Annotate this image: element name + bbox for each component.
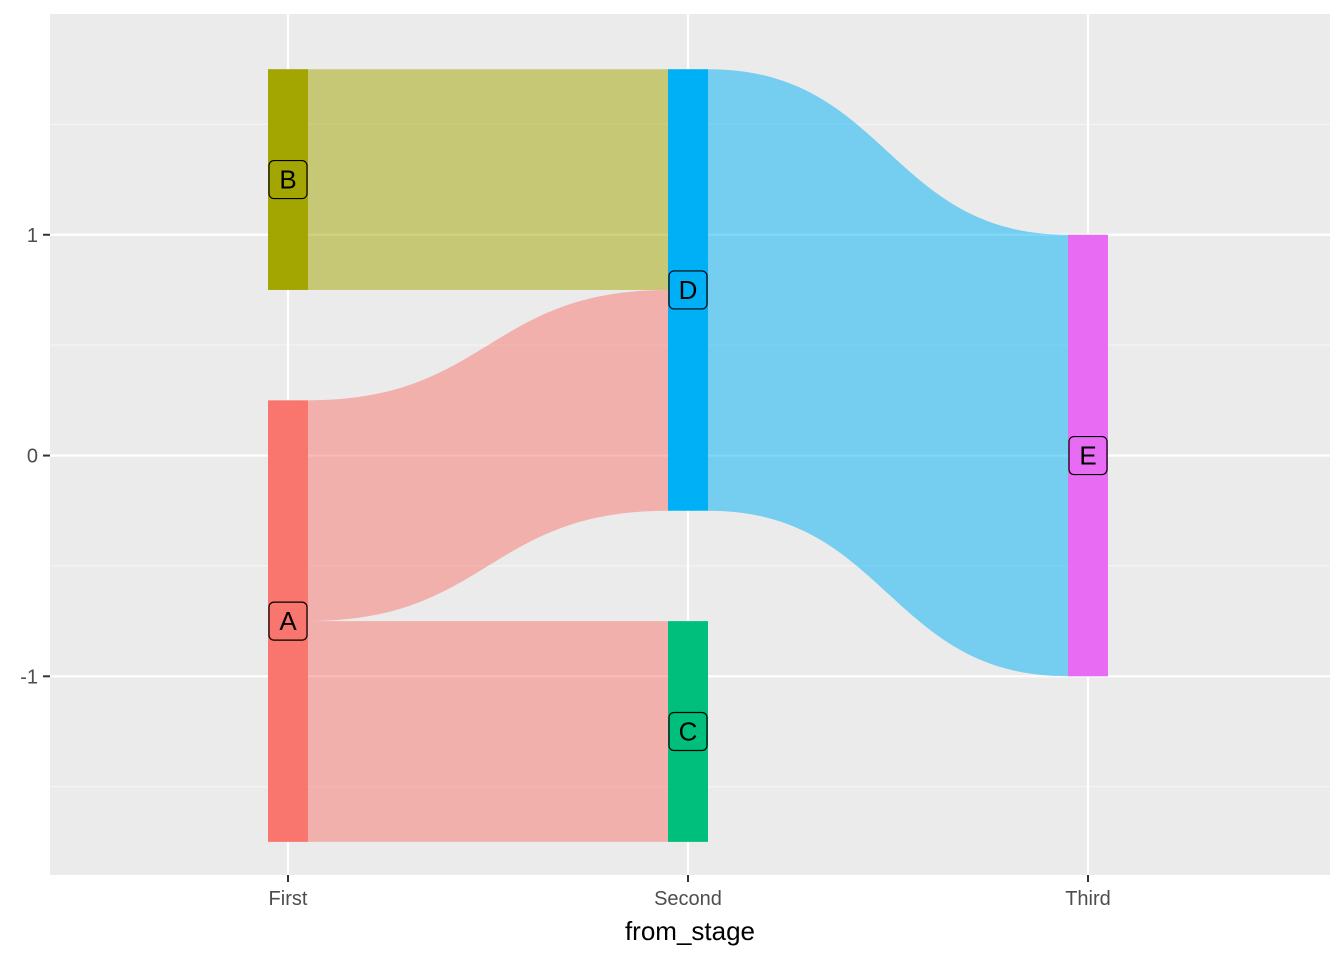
- node-label-text: B: [279, 165, 296, 195]
- node-label-box: [1068, 435, 1108, 476]
- y-tick-label: 1: [27, 225, 38, 247]
- node-label-text: E: [1079, 441, 1096, 471]
- node-label-D: D: [668, 270, 708, 310]
- node-label-box: [668, 711, 708, 752]
- node-label-text: A: [279, 606, 297, 636]
- node-label-B: B: [268, 159, 308, 200]
- y-axis: -1 0 1: [20, 225, 50, 688]
- flow-B-D: [308, 69, 668, 290]
- node-label-text: D: [679, 275, 698, 305]
- node-label-box: [268, 601, 308, 641]
- x-tick-label: First: [269, 888, 308, 910]
- y-tick-label: -1: [20, 666, 38, 688]
- node-label-A: A: [268, 601, 308, 641]
- x-axis: First Second Third: [269, 875, 1111, 910]
- node-label-C: C: [668, 711, 708, 752]
- y-tick-label: 0: [27, 446, 38, 468]
- node-label-box: [668, 270, 708, 310]
- node-labels-layer: A B C D E: [268, 159, 1108, 752]
- x-tick-label: Second: [654, 888, 722, 910]
- flow-D-E: [708, 69, 1068, 677]
- x-axis-title: from_stage: [625, 916, 755, 946]
- node-label-text: C: [679, 717, 698, 747]
- node-label-box: [268, 159, 308, 200]
- flows-layer: [308, 69, 1068, 842]
- node-label-E: E: [1068, 435, 1108, 476]
- x-tick-label: Third: [1065, 888, 1111, 910]
- flow-A-C: [308, 621, 668, 842]
- flow-A-D: [308, 289, 668, 622]
